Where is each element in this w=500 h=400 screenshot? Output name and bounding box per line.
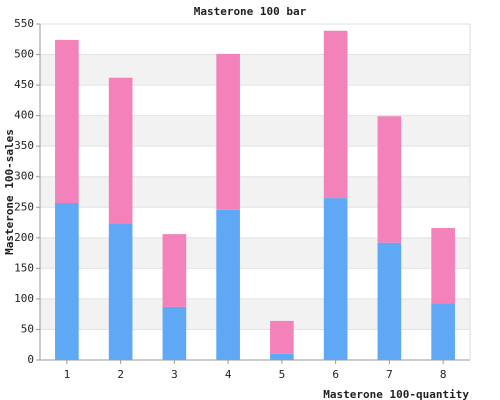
- grid-band: [40, 237, 470, 269]
- bar-segment: [323, 30, 348, 199]
- grid-band: [40, 298, 470, 330]
- grid-band: [40, 115, 470, 147]
- x-axis-label: Masterone 100-quantity: [323, 388, 469, 400]
- y-axis-label: Masterone 100-sales: [3, 129, 16, 255]
- chart-title: Masterone 100 bar: [194, 5, 307, 18]
- y-tick-label: 350: [14, 139, 34, 152]
- bar-segment: [216, 209, 240, 360]
- grid-band: [40, 176, 470, 208]
- bar-segment: [377, 242, 402, 360]
- y-tick-label: 150: [14, 261, 34, 274]
- y-tick-label: 50: [21, 322, 34, 335]
- bar-segment: [108, 223, 133, 360]
- y-tick-label: 0: [27, 353, 34, 366]
- bar-segment: [377, 116, 402, 243]
- y-tick-label: 400: [14, 109, 34, 122]
- bar-segment: [270, 353, 294, 360]
- y-tick-label: 200: [14, 231, 34, 244]
- bar-segment: [55, 39, 79, 203]
- x-tick-label: 4: [225, 368, 232, 381]
- x-tick-label: 5: [279, 368, 286, 381]
- bar-segment: [108, 77, 133, 224]
- y-tick-label: 250: [14, 200, 34, 213]
- bar-segment: [270, 320, 294, 354]
- bar-segment: [216, 53, 240, 210]
- bar-segment: [55, 202, 79, 360]
- y-tick-label: 300: [14, 170, 34, 183]
- grid-band: [40, 54, 470, 86]
- bar-segment: [162, 234, 187, 307]
- x-tick-label: 7: [386, 368, 393, 381]
- y-tick-label: 550: [14, 17, 34, 30]
- bar-segment: [431, 303, 455, 360]
- x-tick-label: 1: [64, 368, 71, 381]
- x-tick-label: 3: [171, 368, 178, 381]
- x-tick-label: 6: [332, 368, 339, 381]
- y-tick-label: 100: [14, 292, 34, 305]
- y-tick-label: 450: [14, 78, 34, 91]
- bar-segment: [323, 198, 348, 360]
- x-tick-label: 2: [117, 368, 124, 381]
- bar-segment: [162, 306, 187, 360]
- bar-segment: [431, 228, 455, 304]
- x-tick-label: 8: [440, 368, 447, 381]
- y-tick-label: 500: [14, 48, 34, 61]
